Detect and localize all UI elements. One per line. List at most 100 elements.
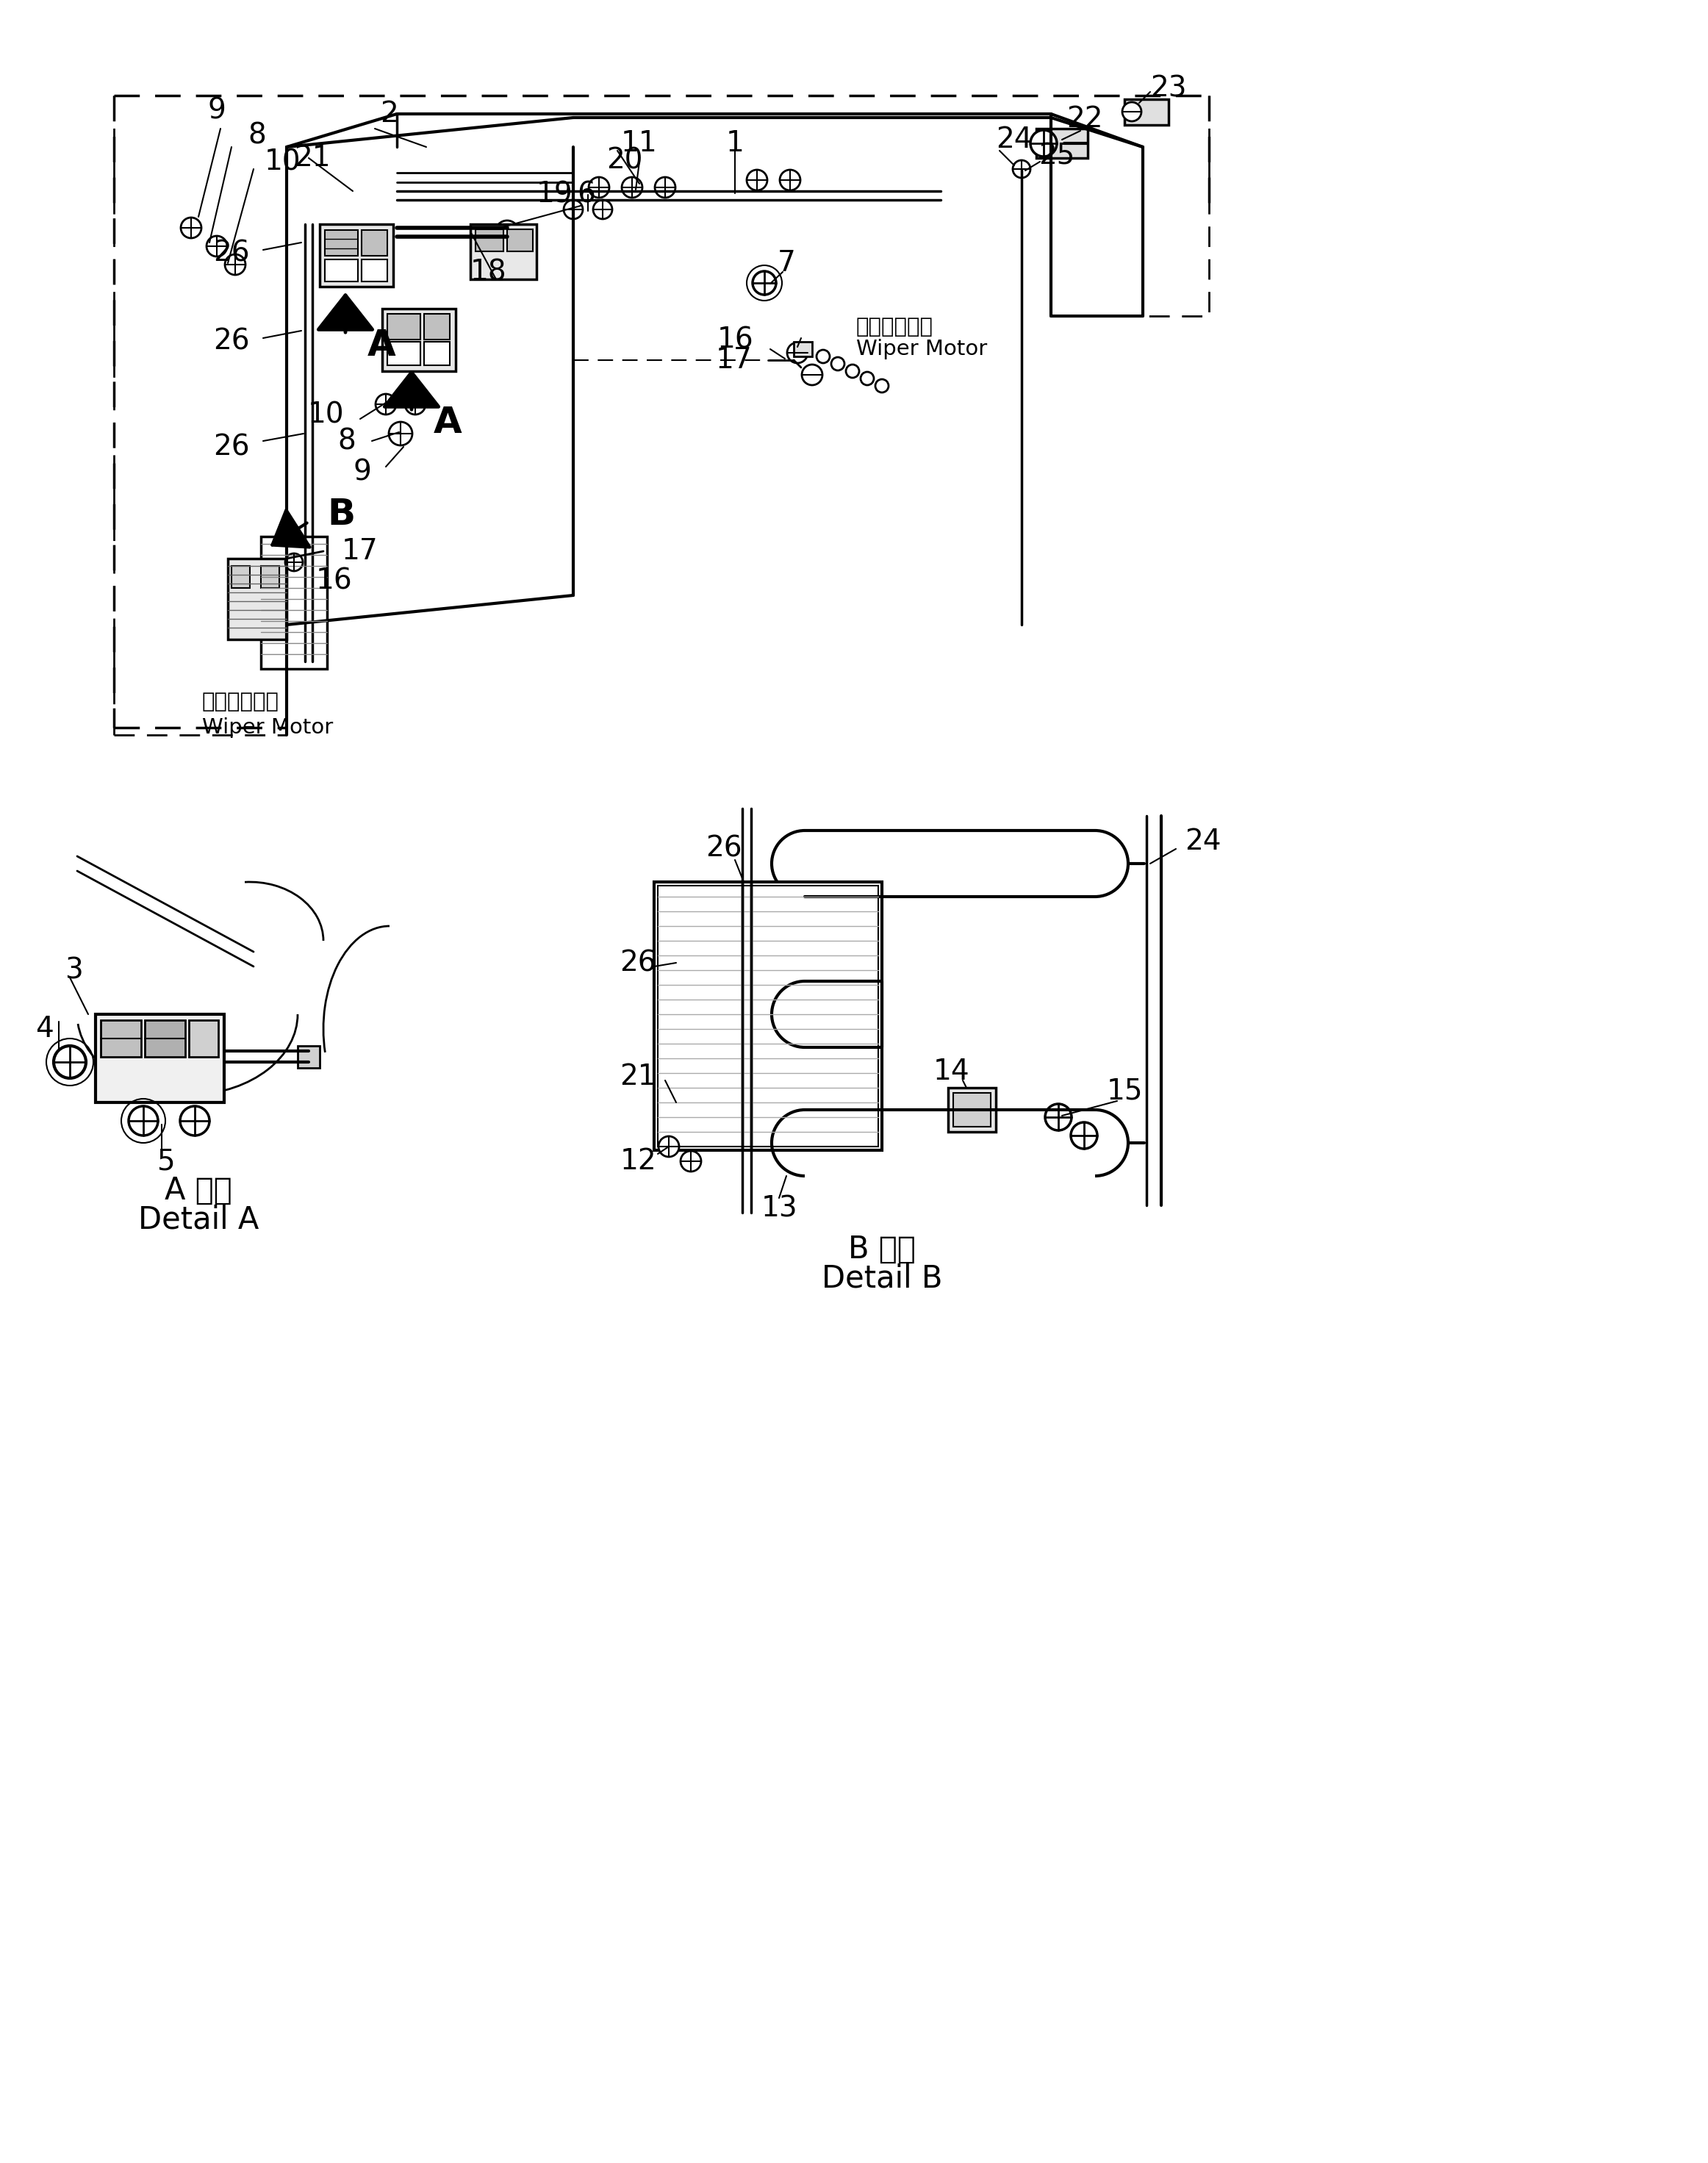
Text: 13: 13 xyxy=(760,1194,798,1222)
Circle shape xyxy=(787,342,808,363)
Bar xyxy=(319,225,393,288)
Text: 26: 26 xyxy=(214,329,249,355)
Text: 25: 25 xyxy=(1038,143,1074,169)
Text: 11: 11 xyxy=(622,130,658,158)
Text: 21: 21 xyxy=(294,145,331,173)
Circle shape xyxy=(1122,102,1141,121)
Text: 23: 23 xyxy=(1151,74,1187,102)
Text: 16: 16 xyxy=(717,327,753,353)
Circle shape xyxy=(654,177,675,197)
Circle shape xyxy=(376,394,396,415)
Text: 8: 8 xyxy=(338,426,355,454)
Bar xyxy=(96,1014,224,1103)
Text: 10: 10 xyxy=(307,402,343,428)
Circle shape xyxy=(1045,1103,1071,1131)
Circle shape xyxy=(680,1151,700,1172)
Text: 1: 1 xyxy=(726,130,745,158)
Text: 26: 26 xyxy=(214,240,249,268)
Text: 16: 16 xyxy=(316,567,352,595)
Circle shape xyxy=(861,372,874,385)
Text: 26: 26 xyxy=(214,433,249,461)
Circle shape xyxy=(128,1105,159,1136)
Circle shape xyxy=(285,554,302,571)
Text: 21: 21 xyxy=(620,1062,656,1090)
Bar xyxy=(953,1092,991,1127)
Text: A 詳細: A 詳細 xyxy=(164,1175,232,1207)
Circle shape xyxy=(801,366,822,385)
Bar xyxy=(325,260,359,281)
Bar xyxy=(297,1047,319,1069)
Bar xyxy=(658,885,878,1146)
Text: 24: 24 xyxy=(1185,828,1221,857)
Text: 12: 12 xyxy=(620,1146,656,1175)
Bar xyxy=(261,567,280,588)
Text: Wiper Motor: Wiper Motor xyxy=(856,340,987,359)
Circle shape xyxy=(589,177,610,197)
Circle shape xyxy=(622,177,642,197)
Bar xyxy=(227,558,287,640)
Text: 14: 14 xyxy=(934,1058,970,1086)
Circle shape xyxy=(816,350,830,363)
Circle shape xyxy=(53,1047,85,1077)
Circle shape xyxy=(225,255,246,275)
Circle shape xyxy=(746,169,767,190)
Text: 5: 5 xyxy=(157,1146,174,1175)
Text: B: B xyxy=(326,497,355,532)
Text: 15: 15 xyxy=(1107,1077,1143,1105)
Circle shape xyxy=(593,199,611,218)
Circle shape xyxy=(389,422,412,446)
Text: 7: 7 xyxy=(777,249,796,277)
Bar xyxy=(475,229,504,251)
Bar xyxy=(232,567,249,588)
Text: Detail B: Detail B xyxy=(822,1263,943,1293)
Bar xyxy=(1124,99,1168,125)
Circle shape xyxy=(1013,160,1030,177)
Bar xyxy=(261,536,326,668)
Text: B 詳細: B 詳細 xyxy=(849,1235,915,1265)
Circle shape xyxy=(207,236,227,257)
Bar xyxy=(1037,128,1088,158)
Bar xyxy=(654,883,881,1151)
Circle shape xyxy=(179,1105,210,1136)
Text: 3: 3 xyxy=(65,956,82,984)
Bar xyxy=(794,342,811,357)
Bar xyxy=(383,309,456,372)
Bar xyxy=(325,229,359,255)
Bar xyxy=(145,1021,184,1058)
Circle shape xyxy=(781,169,801,190)
Circle shape xyxy=(753,270,775,294)
Text: 17: 17 xyxy=(716,346,752,374)
Text: A: A xyxy=(367,329,396,363)
Text: 26: 26 xyxy=(705,835,743,863)
Circle shape xyxy=(659,1136,680,1157)
Bar xyxy=(424,342,449,366)
Circle shape xyxy=(405,394,425,415)
Circle shape xyxy=(845,366,859,379)
Text: 20: 20 xyxy=(606,147,642,175)
Circle shape xyxy=(564,199,582,218)
Text: ワイパモータ: ワイパモータ xyxy=(856,316,933,337)
Text: 8: 8 xyxy=(248,121,266,149)
Bar xyxy=(507,229,533,251)
Text: A: A xyxy=(434,404,463,441)
Bar xyxy=(362,229,388,255)
Circle shape xyxy=(832,357,844,370)
Text: 9: 9 xyxy=(354,459,371,487)
Text: ワイパモータ: ワイパモータ xyxy=(202,692,280,712)
Text: 22: 22 xyxy=(1066,106,1103,134)
Bar xyxy=(948,1088,996,1131)
Bar xyxy=(470,225,536,279)
Circle shape xyxy=(1071,1123,1097,1149)
Text: 24: 24 xyxy=(996,125,1032,154)
Circle shape xyxy=(181,218,202,238)
Circle shape xyxy=(495,221,519,244)
Bar xyxy=(424,314,449,340)
Text: 6: 6 xyxy=(577,182,594,210)
Text: 26: 26 xyxy=(620,950,656,978)
Text: 18: 18 xyxy=(470,257,507,286)
Text: 19: 19 xyxy=(536,182,574,210)
Bar xyxy=(388,314,420,340)
Text: 2: 2 xyxy=(381,99,398,128)
Bar xyxy=(101,1021,142,1058)
Bar xyxy=(190,1021,219,1058)
